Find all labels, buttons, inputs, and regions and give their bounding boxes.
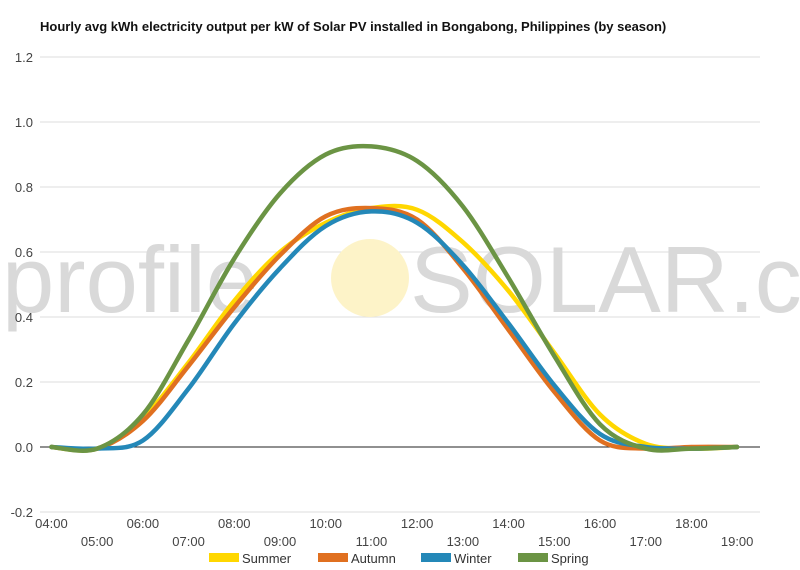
x-tick-label: 15:00 [538,534,571,549]
x-tick-label: 17:00 [629,534,662,549]
series-line-autumn [49,205,740,453]
series-lines [49,143,740,453]
x-tick-label: 05:00 [81,534,114,549]
legend-label-summer: Summer [242,551,292,566]
x-tick-label: 19:00 [721,534,754,549]
legend-label-winter: Winter [454,551,492,566]
x-tick-label: 04:00 [35,516,68,531]
legend-swatch-spring [518,553,548,562]
x-tick-label: 10:00 [309,516,342,531]
x-tick-label: 13:00 [447,534,480,549]
y-tick-label: 0.0 [15,440,33,455]
y-tick-label: -0.2 [11,505,33,520]
x-tick-label: 06:00 [127,516,160,531]
legend-swatch-autumn [318,553,348,562]
legend-label-autumn: Autumn [351,551,396,566]
x-tick-label: 16:00 [584,516,617,531]
grid-lines [40,56,760,513]
y-tick-label: 0.8 [15,180,33,195]
legend-swatch-summer [209,553,239,562]
x-tick-label: 07:00 [172,534,205,549]
x-tick-label: 08:00 [218,516,251,531]
watermark-text: profile [2,227,258,332]
legend-swatch-winter [421,553,451,562]
y-tick-label: 1.2 [15,50,33,65]
y-tick-label: 0.4 [15,310,33,325]
x-tick-label: 12:00 [401,516,434,531]
y-tick-label: 0.6 [15,245,33,260]
axes: -0.2 0.0 0.2 0.4 0.6 0.8 1.0 1.2 04:00 06:00 08:00… [11,50,760,549]
legend: Summer Autumn Winter Spring [209,551,589,566]
y-tick-label: 0.2 [15,375,33,390]
series-line-spring [49,143,740,453]
watermark-text: SOLAR.com [410,227,800,332]
x-tick-label: 14:00 [492,516,525,531]
x-tick-label: 09:00 [264,534,297,549]
x-tick-label: 18:00 [675,516,708,531]
watermark-sun-icon [331,239,409,317]
chart-title: Hourly avg kWh electricity output per kW… [40,19,667,34]
y-tick-label: 1.0 [15,115,33,130]
legend-label-spring: Spring [551,551,589,566]
series-line-winter [49,209,740,452]
watermark: profile SOLAR.com [2,227,800,332]
x-tick-label: 11:00 [356,534,388,549]
